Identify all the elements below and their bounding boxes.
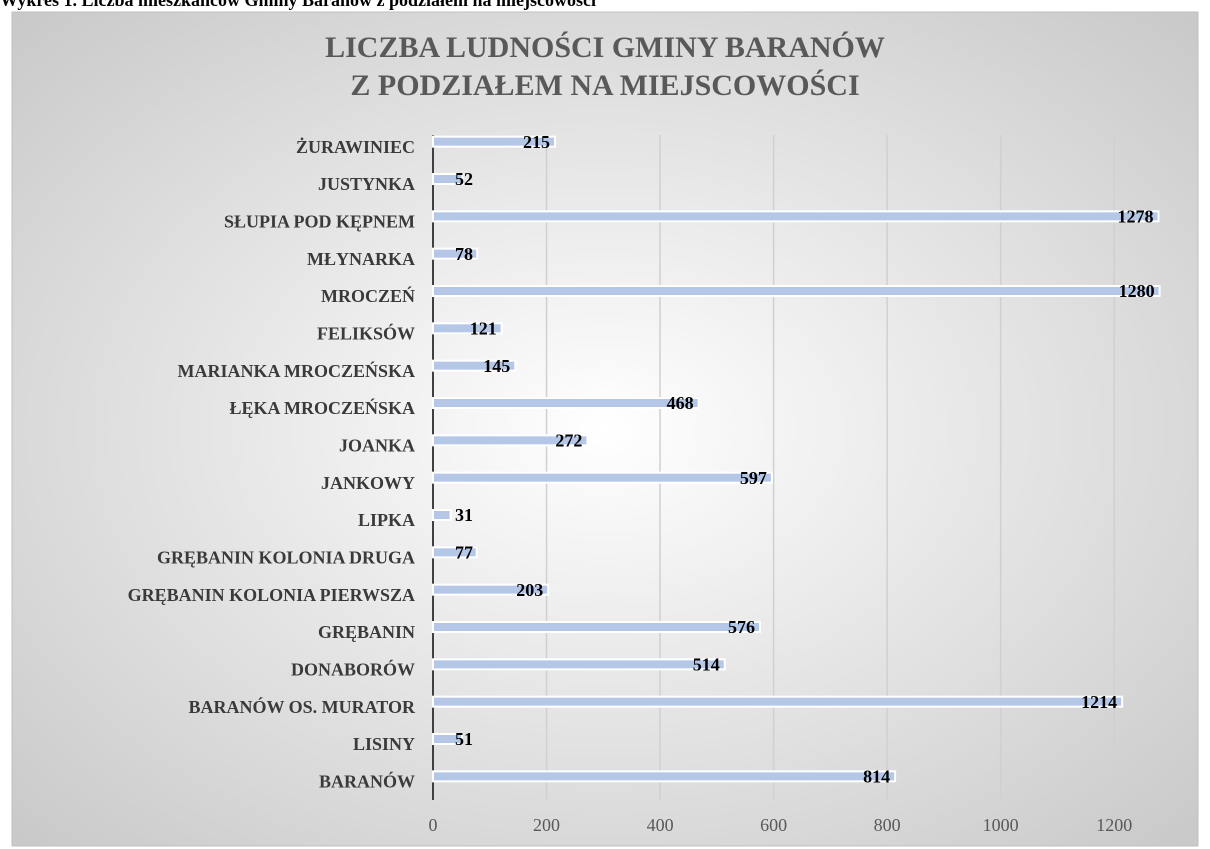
bar [432, 247, 479, 260]
bar [432, 621, 761, 633]
category-label: LIPKA [358, 510, 415, 530]
chart-title: LICZBA LUDNOŚCI GMINY BARANÓW [325, 31, 885, 64]
category-label: MROCZEŃ [321, 285, 415, 306]
category-label: GRĘBANIN KOLONIA DRUGA [157, 547, 415, 567]
bar [432, 434, 589, 447]
bar [432, 695, 1124, 708]
category-label: ŁĘKA MROCZEŃSKA [229, 397, 415, 418]
x-tick-label: 200 [533, 815, 560, 835]
data-label: 51 [455, 729, 473, 749]
category-label: JOANKA [339, 435, 415, 455]
bar [432, 397, 700, 409]
bar [432, 658, 726, 671]
category-label: MARIANKA MROCZEŃSKA [177, 360, 415, 381]
data-label: 121 [470, 318, 497, 338]
data-label: 1278 [1117, 206, 1153, 226]
category-label: LISINY [353, 734, 415, 754]
category-label: JANKOWY [321, 473, 415, 493]
data-label: 78 [455, 244, 473, 264]
category-label: SŁUPIA POD KĘPNEM [224, 211, 415, 231]
category-label: ŻURAWINIEC [296, 137, 415, 157]
data-label: 77 [455, 542, 473, 562]
data-label: 145 [483, 356, 510, 376]
bar [432, 583, 550, 596]
x-tick-label: 400 [647, 815, 674, 835]
x-tick-label: 600 [760, 815, 787, 835]
data-label: 1214 [1081, 692, 1117, 712]
bar [432, 359, 517, 372]
data-label: 203 [516, 580, 543, 600]
category-label: BARANÓW [319, 770, 415, 791]
bar [432, 285, 1161, 297]
data-label: 468 [667, 393, 694, 413]
data-label: 514 [693, 654, 720, 674]
bar [432, 509, 452, 521]
x-tick-label: 1200 [1096, 815, 1132, 835]
bar [432, 173, 464, 185]
data-label: 814 [863, 766, 890, 786]
category-label: DONABORÓW [291, 658, 415, 679]
data-label: 52 [455, 169, 473, 189]
data-label: 31 [455, 505, 473, 525]
bar [432, 770, 897, 783]
category-label: BARANÓW OS. MURATOR [188, 696, 416, 717]
bar [432, 210, 1160, 223]
bar [432, 322, 503, 335]
data-label: 576 [728, 617, 755, 637]
bar [432, 546, 478, 559]
bar [432, 733, 463, 745]
category-label: MŁYNARKA [307, 249, 415, 269]
caption: Wykres 1. Liczba mieszkańców Gminy Baran… [0, 0, 596, 10]
category-label: FELIKSÓW [317, 322, 415, 343]
bar [432, 471, 773, 484]
data-label: 597 [740, 468, 767, 488]
category-label: GRĘBANIN KOLONIA PIERWSZA [128, 585, 415, 605]
chart-background [11, 11, 1199, 847]
category-label: JUSTYNKA [318, 174, 415, 194]
category-label: GRĘBANIN [318, 622, 415, 642]
data-label: 272 [555, 430, 582, 450]
x-tick-label: 1000 [983, 815, 1019, 835]
chart-title: Z PODZIAŁEM NA MIEJSCOWOŚCI [350, 69, 859, 102]
x-tick-label: 800 [874, 815, 901, 835]
data-label: 215 [523, 132, 550, 152]
bar [432, 135, 557, 148]
data-label: 1280 [1119, 281, 1155, 301]
x-tick-label: 0 [429, 815, 438, 835]
